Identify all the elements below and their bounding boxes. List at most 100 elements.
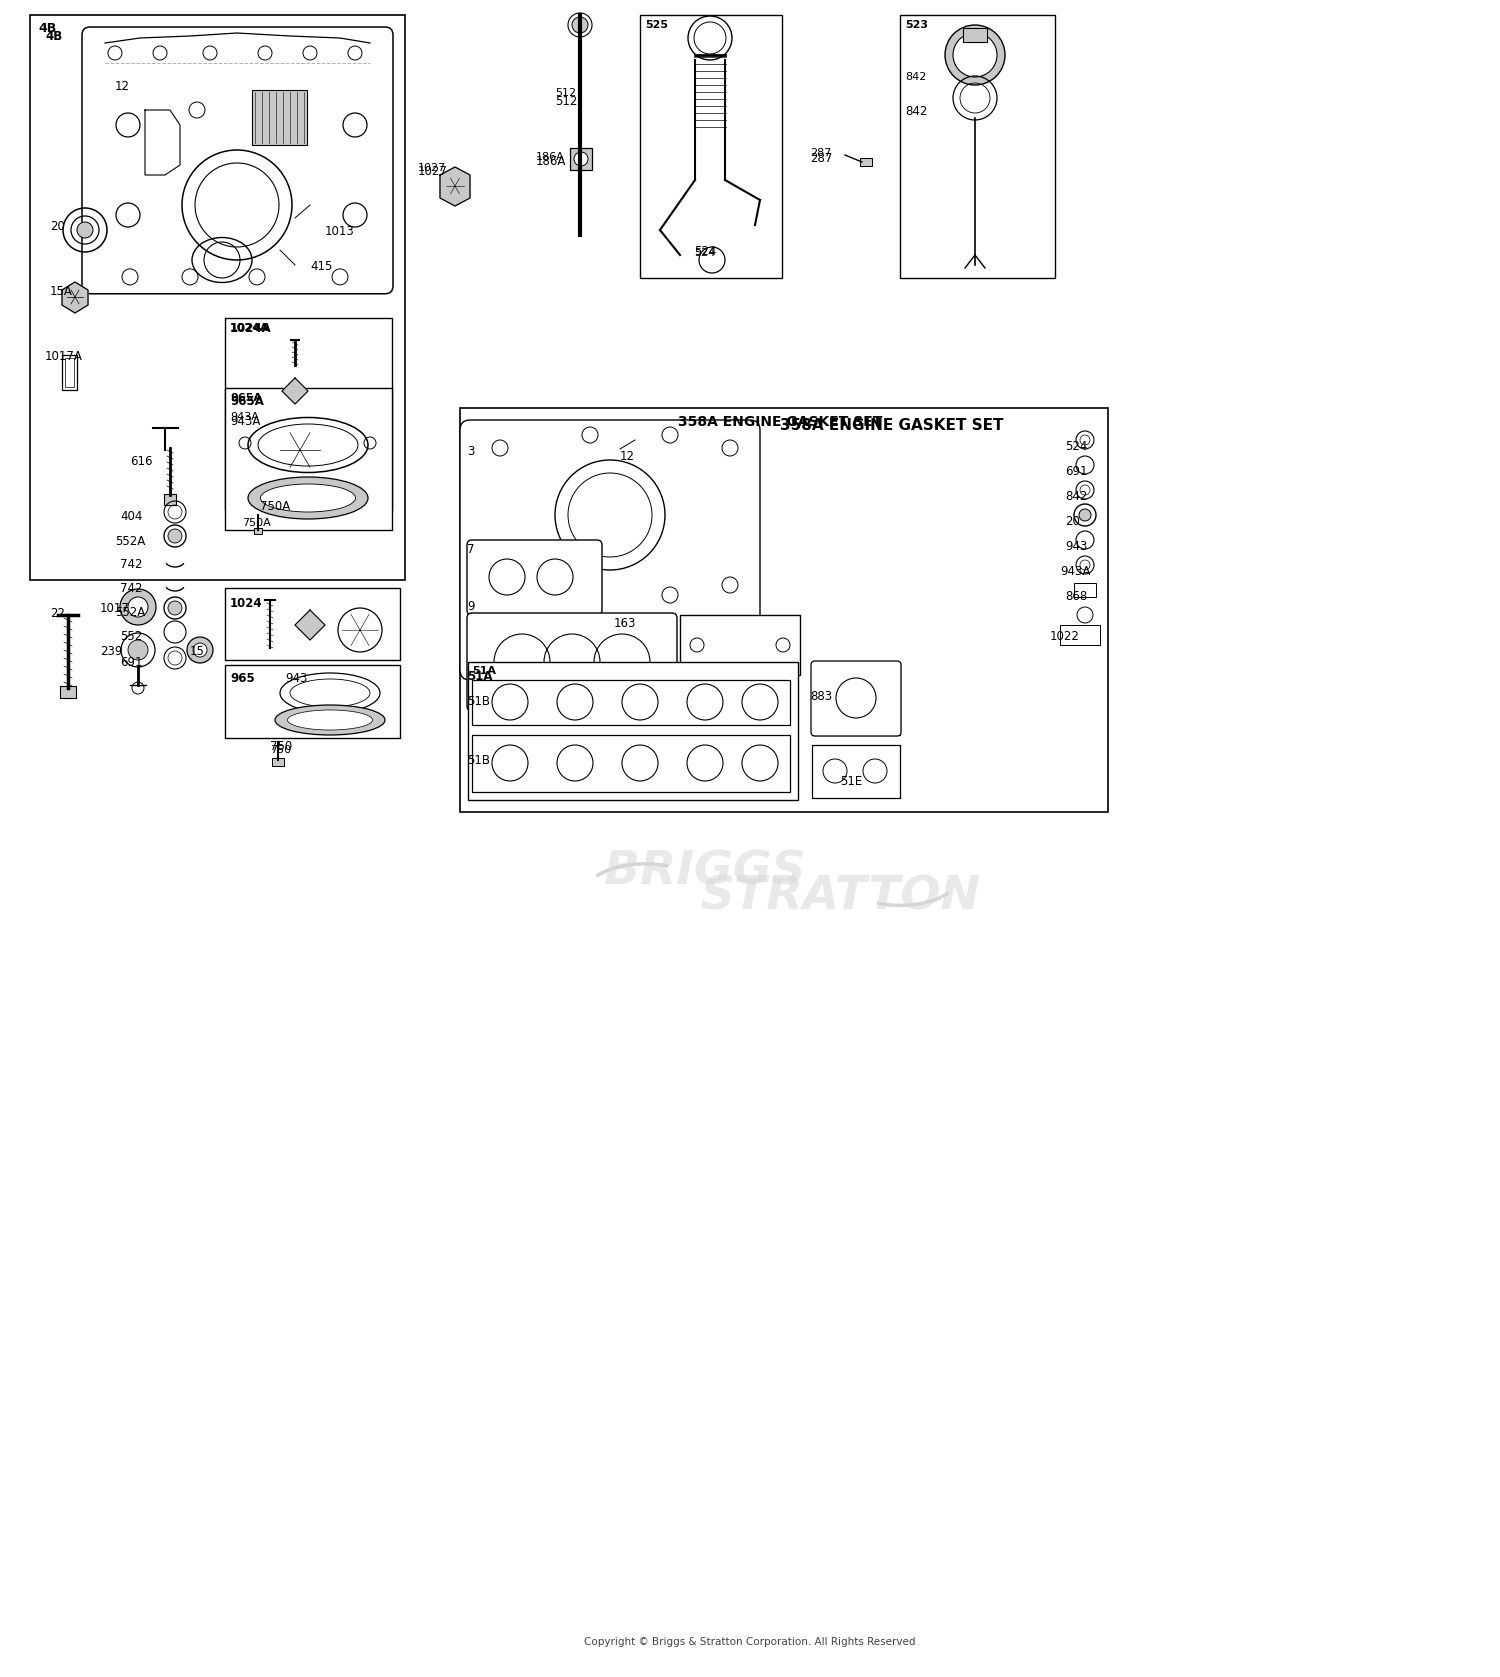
Polygon shape xyxy=(296,610,326,641)
Bar xyxy=(963,29,987,42)
Text: 51A: 51A xyxy=(466,671,492,683)
Text: 965A: 965A xyxy=(230,396,264,408)
Ellipse shape xyxy=(288,709,372,729)
Text: 12: 12 xyxy=(620,449,634,463)
Text: 12: 12 xyxy=(116,80,130,92)
Circle shape xyxy=(572,17,588,34)
Text: 943A: 943A xyxy=(230,413,260,423)
Text: 842: 842 xyxy=(1065,490,1088,503)
Text: 552A: 552A xyxy=(116,605,146,619)
Bar xyxy=(272,758,284,766)
Text: 3: 3 xyxy=(466,444,474,458)
Text: 742: 742 xyxy=(120,558,142,570)
FancyBboxPatch shape xyxy=(466,614,676,711)
Text: 525: 525 xyxy=(645,20,668,30)
Circle shape xyxy=(188,637,213,662)
Text: 9: 9 xyxy=(466,600,474,614)
Bar xyxy=(900,15,1054,278)
FancyBboxPatch shape xyxy=(812,661,901,736)
Text: 51A: 51A xyxy=(472,666,496,676)
Text: 616: 616 xyxy=(130,454,153,468)
Text: 523: 523 xyxy=(904,20,928,30)
Text: 163: 163 xyxy=(614,617,636,631)
Circle shape xyxy=(574,153,588,166)
FancyBboxPatch shape xyxy=(82,27,393,293)
Bar xyxy=(859,158,871,166)
Text: 4B: 4B xyxy=(45,30,62,44)
Circle shape xyxy=(945,25,1005,86)
Text: 186A: 186A xyxy=(536,153,564,163)
Circle shape xyxy=(194,642,207,657)
Text: 4B: 4B xyxy=(38,22,57,35)
Circle shape xyxy=(952,34,998,77)
Text: 524: 524 xyxy=(694,245,717,258)
Text: 965: 965 xyxy=(230,672,255,684)
Bar xyxy=(254,528,262,533)
Bar xyxy=(1074,584,1096,597)
Text: 1027: 1027 xyxy=(419,164,448,178)
Polygon shape xyxy=(146,111,180,174)
Circle shape xyxy=(168,600,182,615)
Text: 750A: 750A xyxy=(242,518,270,528)
Text: 358A ENGINE GASKET SET: 358A ENGINE GASKET SET xyxy=(678,414,882,429)
Bar xyxy=(164,495,176,505)
Bar xyxy=(60,686,76,698)
Text: 943: 943 xyxy=(285,672,308,684)
Text: 842: 842 xyxy=(904,72,927,82)
Text: 1013: 1013 xyxy=(326,225,354,238)
Text: 51B: 51B xyxy=(466,694,490,708)
Bar xyxy=(225,387,392,530)
Ellipse shape xyxy=(274,704,386,735)
Bar xyxy=(640,15,782,278)
Text: 524: 524 xyxy=(694,248,715,258)
Text: 51E: 51E xyxy=(840,775,862,788)
Text: 691: 691 xyxy=(120,656,142,669)
Bar xyxy=(812,745,900,798)
Text: 552A: 552A xyxy=(116,535,146,548)
Text: 20: 20 xyxy=(50,220,64,233)
Bar xyxy=(680,615,800,676)
Ellipse shape xyxy=(248,476,368,518)
Polygon shape xyxy=(440,168,470,206)
Bar xyxy=(64,357,74,387)
Text: 750: 750 xyxy=(270,745,291,755)
Text: 742: 742 xyxy=(120,582,142,595)
Text: 1024: 1024 xyxy=(230,597,262,610)
Circle shape xyxy=(168,528,182,543)
Circle shape xyxy=(128,641,148,661)
Text: 358A ENGINE GASKET SET: 358A ENGINE GASKET SET xyxy=(780,418,1004,433)
Ellipse shape xyxy=(261,485,356,511)
FancyBboxPatch shape xyxy=(466,540,602,615)
Text: 287: 287 xyxy=(810,148,831,158)
Polygon shape xyxy=(282,377,308,404)
Text: 51B: 51B xyxy=(466,755,490,766)
Bar xyxy=(460,408,1108,812)
Text: 691: 691 xyxy=(1065,465,1088,478)
Text: 943: 943 xyxy=(1065,540,1088,553)
Bar xyxy=(225,666,400,738)
Text: 1017: 1017 xyxy=(100,602,130,615)
Text: 1022: 1022 xyxy=(1050,631,1080,642)
Bar xyxy=(225,589,400,661)
Text: 512: 512 xyxy=(555,96,578,107)
Text: Copyright © Briggs & Stratton Corporation. All Rights Reserved: Copyright © Briggs & Stratton Corporatio… xyxy=(585,1637,915,1647)
Text: 750A: 750A xyxy=(260,500,291,513)
Text: 524: 524 xyxy=(1065,439,1088,453)
Text: 943A: 943A xyxy=(1060,565,1090,579)
Polygon shape xyxy=(62,282,88,314)
FancyBboxPatch shape xyxy=(460,419,760,679)
Bar xyxy=(225,319,392,510)
Bar xyxy=(252,91,308,144)
Text: BRIGGS: BRIGGS xyxy=(604,850,806,894)
Circle shape xyxy=(76,221,93,238)
Circle shape xyxy=(1078,510,1090,522)
Text: 842: 842 xyxy=(904,106,927,117)
Bar xyxy=(812,662,900,735)
Text: 1017A: 1017A xyxy=(45,350,82,362)
Text: 883: 883 xyxy=(810,689,832,703)
Text: 1027: 1027 xyxy=(419,163,447,173)
Bar xyxy=(468,662,798,800)
Text: 512: 512 xyxy=(555,87,576,97)
Text: 965A: 965A xyxy=(230,392,262,402)
Circle shape xyxy=(128,597,148,617)
